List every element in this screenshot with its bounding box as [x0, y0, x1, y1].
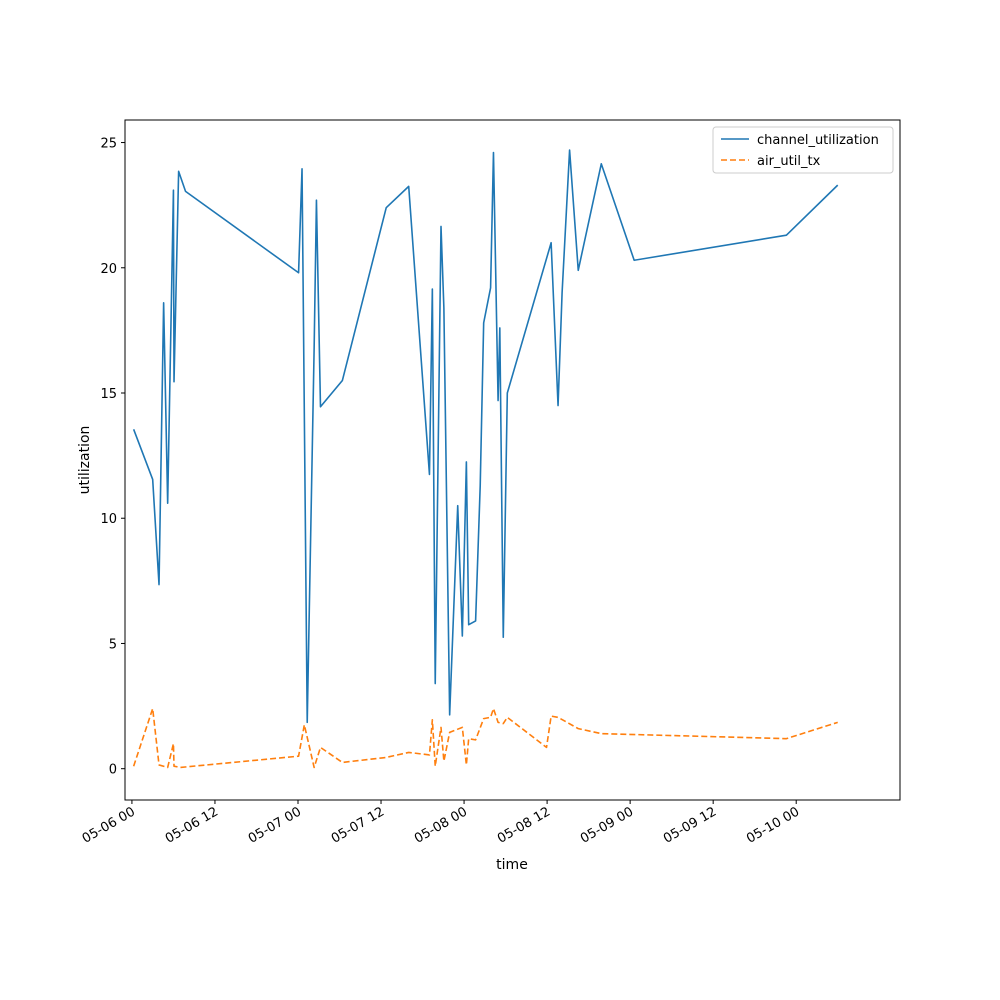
y-tick-label: 15	[100, 387, 117, 402]
x-tick-label: 05-08 12	[495, 804, 553, 846]
y-tick-label: 5	[109, 637, 117, 652]
x-tick-label: 05-07 12	[329, 804, 387, 846]
series-line-channel-utilization	[132, 149, 839, 724]
legend-box	[712, 126, 894, 174]
x-axis-label: time	[496, 857, 528, 873]
x-tick-label: 05-06 12	[163, 804, 221, 846]
y-tick-label: 0	[109, 763, 117, 778]
legend-label-air-util-tx: air_util_tx	[757, 154, 821, 169]
series-lines	[132, 149, 839, 769]
y-axis-label: utilization	[77, 426, 93, 495]
series-line-air-util-tx	[132, 707, 838, 769]
x-tick-label: 05-07 00	[246, 804, 304, 846]
x-tick-label: 05-09 00	[578, 804, 636, 846]
legend-label-channel-utilization: channel_utilization	[757, 133, 879, 148]
y-axis-ticks: 0 5 10 15 20 25	[100, 137, 125, 778]
x-tick-label: 05-06 00	[80, 804, 138, 846]
x-axis-ticks: 05-06 00 05-06 12 05-07 00 05-07 12 05-08 00…	[80, 800, 802, 847]
y-tick-label: 10	[100, 512, 117, 527]
x-tick-label: 05-09 12	[661, 804, 719, 846]
plot-frame	[124, 119, 901, 801]
legend: channel_utilization air_util_tx	[712, 126, 894, 174]
x-tick-label: 05-10 00	[744, 804, 802, 846]
y-tick-label: 20	[100, 262, 117, 277]
y-tick-label: 25	[100, 137, 117, 152]
x-tick-label: 05-08 00	[412, 804, 470, 846]
